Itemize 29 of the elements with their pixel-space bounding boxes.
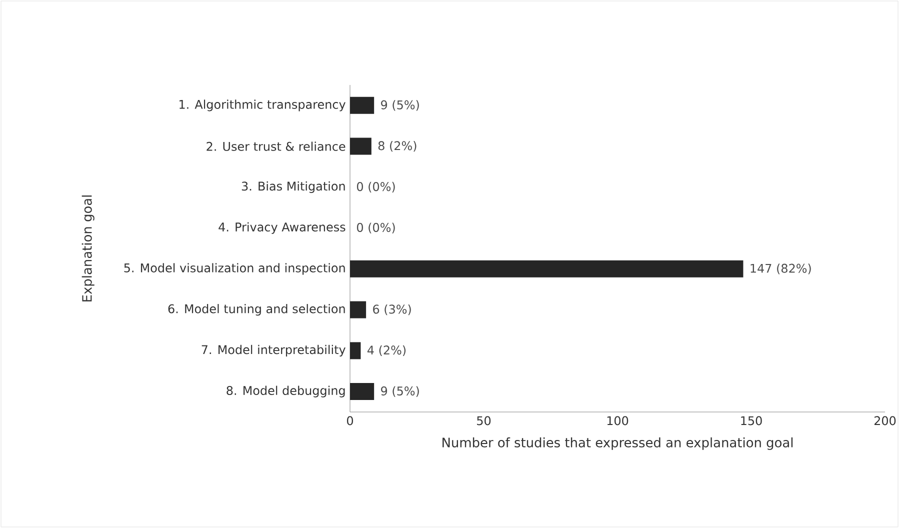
x-axis-title: Number of studies that expressed an explanation goal: [442, 437, 793, 450]
y-tick-label: 5. Model visualization and inspection: [124, 263, 345, 275]
data-label: 0 (0%): [356, 182, 395, 193]
x-tick-label: 0: [346, 416, 354, 426]
bar: [350, 383, 374, 400]
x-tick-label: 200: [874, 416, 896, 426]
bar: [350, 342, 361, 360]
y-tick-label: 4. Privacy Awareness: [218, 222, 346, 234]
data-label: 9 (5%): [381, 386, 419, 397]
x-tick-label: 50: [477, 416, 491, 426]
data-label: 147 (82%): [750, 264, 811, 274]
y-tick-label: 1. Algorithmic transparency: [180, 100, 346, 112]
data-label: 4 (2%): [367, 345, 406, 356]
x-tick-label: 150: [741, 416, 762, 426]
data-label: 0 (0%): [356, 222, 395, 234]
data-label: 6 (3%): [373, 304, 411, 316]
y-tick-label: 8. Model debugging: [226, 386, 345, 398]
y-axis-title: Explanation goal: [82, 196, 94, 302]
bar: [350, 260, 744, 278]
data-label: 8 (2%): [378, 140, 416, 152]
y-tick-label: 2. User trust & reliance: [206, 142, 346, 151]
y-tick-label: 3. Bias Mitigation: [242, 181, 345, 193]
bar: [350, 138, 372, 155]
bar: [350, 301, 366, 318]
bar: [350, 96, 374, 114]
y-tick-label: 7. Model interpretability: [202, 344, 346, 356]
data-label: 9 (5%): [381, 100, 419, 111]
y-tick-label: 6. Model tuning and selection: [168, 304, 345, 316]
x-tick-label: 100: [607, 416, 628, 426]
